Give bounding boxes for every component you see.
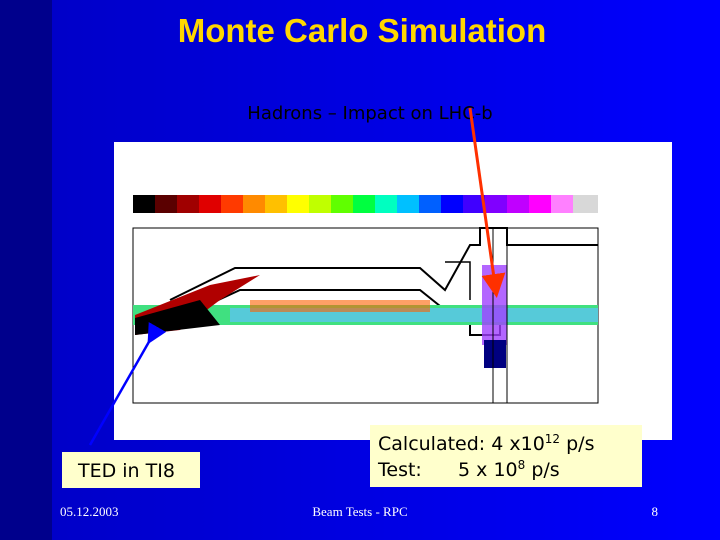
footer-date: 05.12.2003 (60, 504, 119, 519)
footer-center: Beam Tests - RPC (312, 504, 407, 519)
blue-arrow (88, 322, 167, 446)
calc-exponent: 12 (545, 432, 560, 446)
calc-text: Calculated: 4 x10 (378, 433, 545, 455)
red-arrow (468, 107, 506, 298)
subtitle: Hadrons – Impact on LHC-b (247, 103, 492, 124)
test-exponent: 8 (518, 458, 526, 472)
page-number: 8 (652, 504, 659, 519)
ted-label: TED in TI8 (77, 460, 175, 482)
ted-box (62, 452, 200, 488)
rate-box (370, 425, 642, 487)
test-unit: p/s (525, 459, 559, 481)
calc-unit: p/s (560, 433, 594, 455)
test-text: Test: 5 x 10 (377, 459, 518, 481)
slide-title: Monte Carlo Simulation (178, 12, 547, 49)
side-strip (0, 0, 52, 540)
calculated-rate: Calculated: 4 x1012 p/s (378, 432, 594, 455)
plot-image (114, 142, 672, 440)
color-scale (133, 195, 598, 213)
test-rate: Test: 5 x 108 p/s (377, 458, 560, 481)
